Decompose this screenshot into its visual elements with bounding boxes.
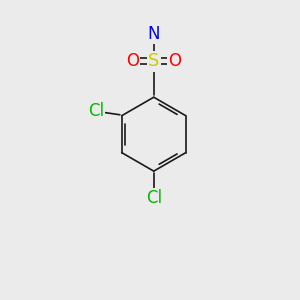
Text: O: O: [127, 52, 140, 70]
Text: O: O: [168, 52, 181, 70]
Text: N: N: [148, 25, 160, 43]
Text: Cl: Cl: [88, 102, 104, 120]
Text: Cl: Cl: [146, 189, 162, 207]
Text: S: S: [148, 52, 159, 70]
